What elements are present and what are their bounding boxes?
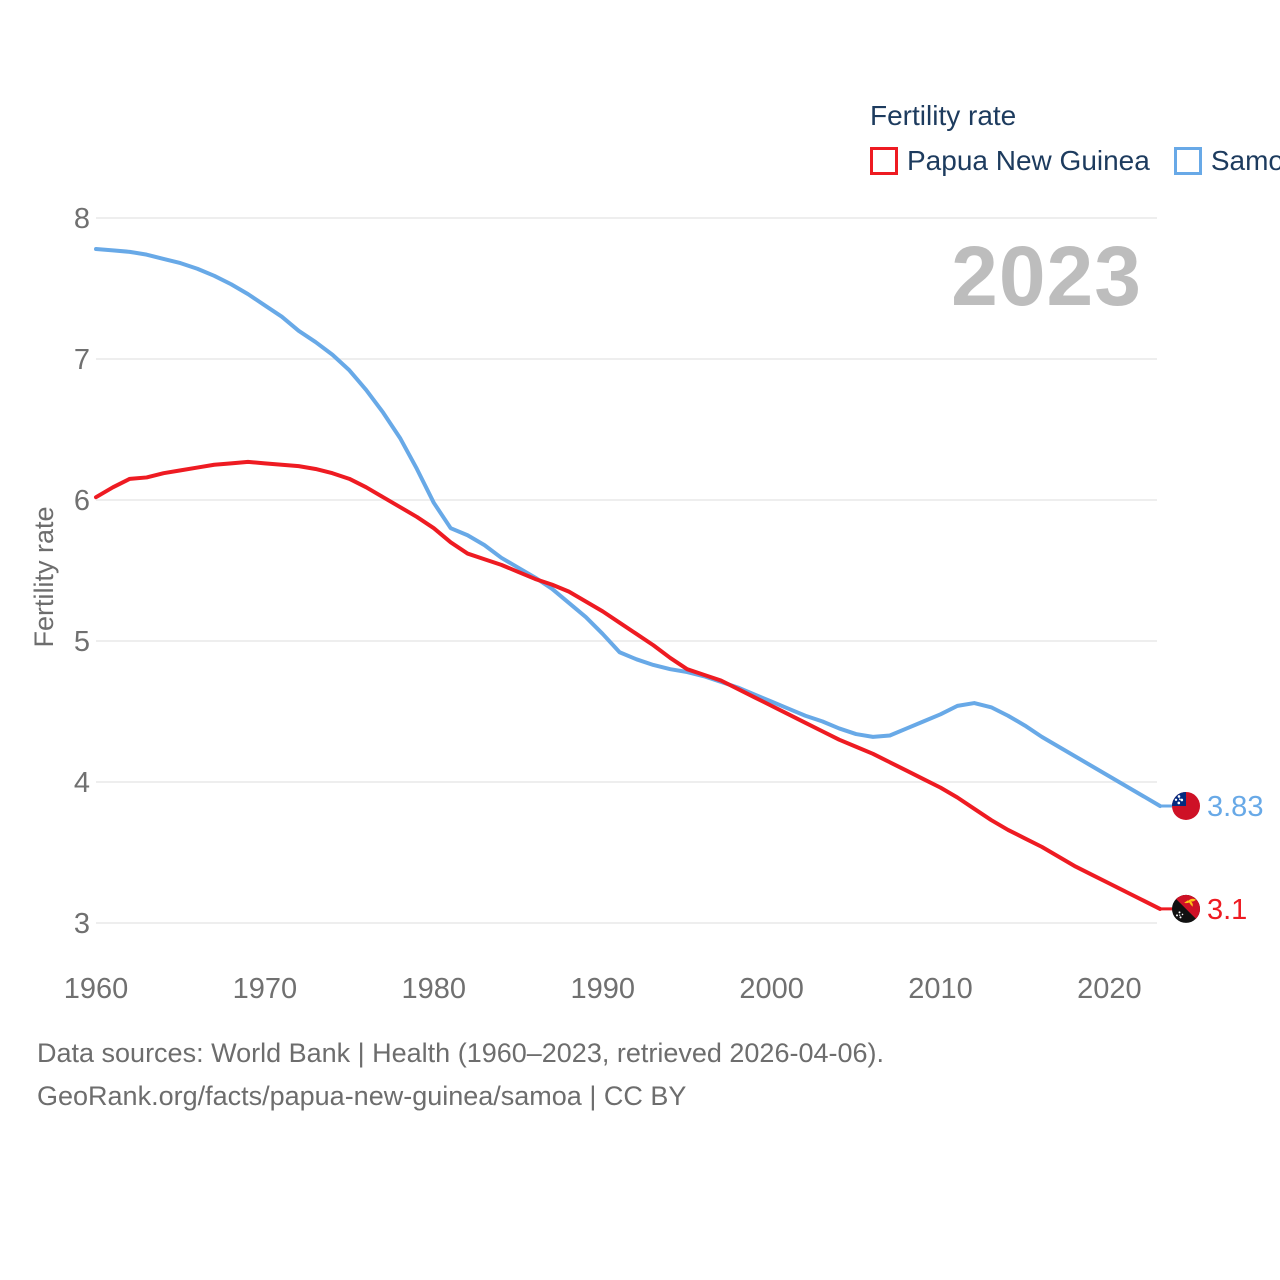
y-tick-label: 8 [74,203,90,235]
x-tick-label: 2020 [1077,973,1142,1005]
papua-new-guinea-flag-icon [1172,894,1200,923]
year-watermark: 2023 [951,229,1142,323]
footer: Data sources: World Bank | Health (1960–… [37,1032,884,1118]
data-sources-line: Data sources: World Bank | Health (1960–… [37,1038,884,1068]
x-tick-label: 2010 [908,973,973,1005]
x-tick-label: 1970 [233,973,298,1005]
legend-items: Papua New Guinea Samoa [870,145,1280,177]
legend-item-papua-new-guinea[interactable]: Papua New Guinea [870,145,1150,177]
legend-label-samoa: Samoa [1210,145,1280,176]
attribution-line: GeoRank.org/facts/papua-new-guinea/samoa… [37,1081,687,1111]
legend: Fertility rate Papua New Guinea Samoa [870,100,1280,177]
y-tick-label: 3 [74,908,90,940]
y-axis-tick-labels: 3 4 5 6 7 8 [74,203,90,940]
y-tick-label: 5 [74,626,90,658]
x-axis-tick-labels: 1960 1970 1980 1990 2000 2010 2020 [64,973,1142,1005]
legend-item-samoa[interactable]: Samoa [1173,145,1280,177]
legend-title: Fertility rate [870,100,1017,131]
samoa-line [94,247,1163,808]
legend-label-papua-new-guinea: Papua New Guinea [907,145,1150,176]
x-tick-label: 1960 [64,973,129,1005]
samoa-flag-icon [1172,791,1200,820]
x-tick-label: 1980 [402,973,467,1005]
papua-new-guinea-line [94,459,1163,911]
series-lines [94,247,1186,911]
y-tick-label: 6 [74,485,90,517]
x-tick-label: 2000 [739,973,804,1005]
gridlines [96,217,1157,924]
samoa-swatch-icon [1173,147,1202,175]
x-tick-label: 1990 [570,973,635,1005]
y-tick-label: 7 [74,344,90,376]
y-tick-label: 4 [74,767,90,799]
papua-new-guinea-swatch-icon [870,147,898,175]
papua-new-guinea-end-value: 3.1 [1207,894,1247,926]
samoa-end-value: 3.83 [1207,791,1263,823]
